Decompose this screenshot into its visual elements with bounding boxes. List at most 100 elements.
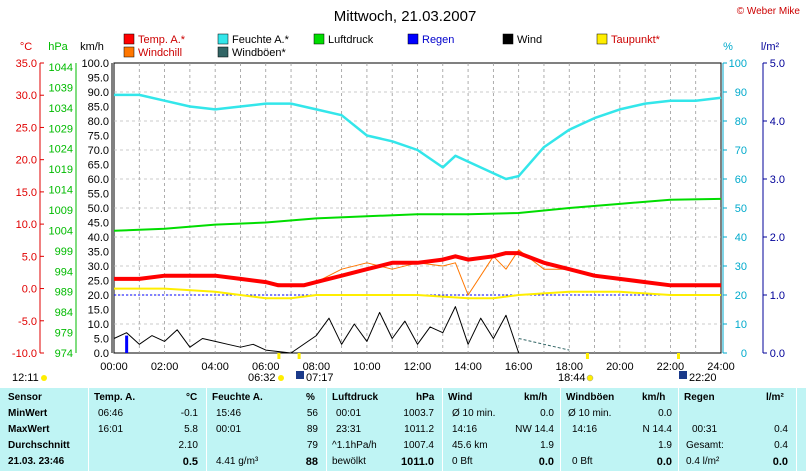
legend-label: Luftdruck — [328, 34, 374, 46]
druck-forecast: bewölkt — [332, 456, 366, 467]
wind-tick-label: 55.0 — [88, 189, 109, 201]
time-tick-label: 06:00 — [252, 361, 280, 373]
druck-tick-label: 1009 — [49, 205, 73, 217]
legend-label: Regen — [422, 34, 454, 46]
column-divider — [88, 388, 89, 471]
series-line-tempa — [114, 251, 721, 288]
temp-tick-label: 30.0 — [16, 90, 37, 102]
sun-event-marker — [585, 353, 589, 359]
druck-trend: ^1.1hPa/h — [332, 440, 377, 451]
druck-tick-label: 1004 — [49, 225, 73, 237]
header-wind: Wind — [448, 392, 473, 403]
druck-tick-label: 974 — [55, 348, 73, 360]
temp-min-value: -0.1 — [180, 408, 198, 419]
axis-unit-wind: km/h — [80, 41, 104, 53]
feuchte-tick-label: 90 — [735, 87, 747, 99]
druck-tick-label: 999 — [55, 246, 73, 258]
column-divider — [796, 388, 797, 471]
series-line-wind — [113, 306, 520, 354]
wind-min-value: 0.0 — [540, 408, 554, 419]
regen-tick-label: 3.0 — [770, 174, 785, 186]
wind-tick-label: 25.0 — [88, 276, 109, 288]
regen-total-value: 0.4 — [774, 440, 788, 451]
column-divider — [206, 388, 207, 471]
header-boeen: Windböen — [566, 392, 615, 403]
druck-tick-label: 1019 — [49, 164, 73, 176]
druck-current-value: 1011.0 — [400, 456, 434, 468]
regen-tick-label: 5.0 — [770, 58, 785, 70]
time-tick-label: 10:00 — [353, 361, 381, 373]
regen-tick-label: 1.0 — [770, 290, 785, 302]
temp-max-value: 5.8 — [184, 424, 198, 435]
feuchte-tick-label: 20 — [735, 290, 747, 302]
wind-tick-label: 35.0 — [88, 247, 109, 259]
series-line-feuchtea — [114, 93, 722, 181]
temp-tick-label: 5.0 — [22, 251, 37, 263]
legend-swatch — [217, 33, 229, 45]
chart-title: Mittwoch, 21.03.2007 — [334, 8, 477, 25]
feuchte-min-time: 15:46 — [216, 408, 242, 419]
wind-tick-label: 0.0 — [94, 348, 109, 360]
temp-max-time: 16:01 — [98, 424, 124, 435]
time-tick-label: 20:00 — [606, 361, 634, 373]
temp-tick-label: 10.0 — [16, 219, 37, 231]
series-line-luftdruck — [113, 197, 722, 232]
feuchte-tick-label: 30 — [735, 261, 747, 273]
weather-chart: Mittwoch, 21.03.2007 © Weber Mike Temp. A.… — [12, 6, 801, 384]
boeen-current-value: 0.0 — [656, 456, 672, 468]
legend-label: Windböen* — [232, 47, 287, 59]
temp-tick-label: -10.0 — [12, 348, 37, 360]
druck-tick-label: 984 — [55, 307, 73, 319]
wind-current-value: 0.0 — [538, 456, 554, 468]
row-label-now: 21.03. 23:46 — [8, 456, 65, 467]
feuchte-tick-label: 70 — [735, 145, 747, 157]
time-tick-label: 22:00 — [657, 361, 685, 373]
sunset-icon — [586, 374, 594, 382]
temp-tick-label: 0.0 — [22, 284, 37, 296]
regen-max-value: 0.4 — [774, 424, 788, 435]
sun-event-marker — [677, 353, 681, 359]
druck-max-time: 23:31 — [336, 424, 362, 435]
boeen-min-value: 0.0 — [658, 408, 672, 419]
regen-total-label: Gesamt: — [686, 440, 724, 451]
header-druck-unit: hPa — [416, 392, 435, 403]
wind-distance: 45.6 km — [452, 440, 488, 451]
time-tick-label: 12:00 — [404, 361, 432, 373]
header-temp-unit: °C — [186, 392, 198, 403]
boeen-max-time: 14:16 — [572, 424, 598, 435]
wind-tick-label: 20.0 — [88, 290, 109, 302]
row-label-min: MinWert — [8, 408, 48, 419]
wind-avg-value: 1.9 — [540, 440, 554, 451]
druck-tick-label: 1034 — [49, 103, 73, 115]
temp-current-value: 0.5 — [182, 456, 198, 468]
druck-tick-label: 1024 — [49, 144, 73, 156]
time-tick-label: 00:00 — [100, 361, 128, 373]
wind-tick-label: 45.0 — [88, 218, 109, 230]
temp-tick-label: 20.0 — [16, 155, 37, 167]
legend-label: Feuchte A.* — [232, 34, 290, 46]
legend-swatch — [502, 33, 514, 45]
header-feuchte-unit: % — [306, 392, 315, 403]
sunset-time: 18:44 — [558, 372, 586, 384]
druck-tick-label: 1014 — [49, 185, 73, 197]
feuchte-avg-value: 79 — [306, 440, 318, 451]
time-tick-label: 08:00 — [303, 361, 331, 373]
feuchte-current-value: 88 — [305, 456, 318, 468]
druck-tick-label: 1039 — [49, 82, 73, 94]
legend-label: Taupunkt* — [611, 34, 661, 46]
wind-max-time: 14:16 — [452, 424, 478, 435]
wind-tick-label: 80.0 — [88, 116, 109, 128]
time-tick-label: 16:00 — [505, 361, 533, 373]
header-feuchte: Feuchte A. — [212, 392, 263, 403]
temp-min-time: 06:46 — [98, 408, 124, 419]
wind-tick-label: 85.0 — [88, 102, 109, 114]
wind-tick-label: 10.0 — [88, 319, 109, 331]
row-label-avg: Durchschnitt — [8, 440, 70, 451]
feuchte-max-time: 00:01 — [216, 424, 242, 435]
wind-tick-label: 100.0 — [81, 58, 109, 70]
column-divider — [560, 388, 561, 471]
header-druck: Luftdruck — [332, 392, 379, 403]
druck-max-value: 1011.2 — [404, 424, 434, 435]
boeen-beaufort: 0 Bft — [572, 456, 593, 467]
druck-min-time: 00:01 — [336, 408, 362, 419]
